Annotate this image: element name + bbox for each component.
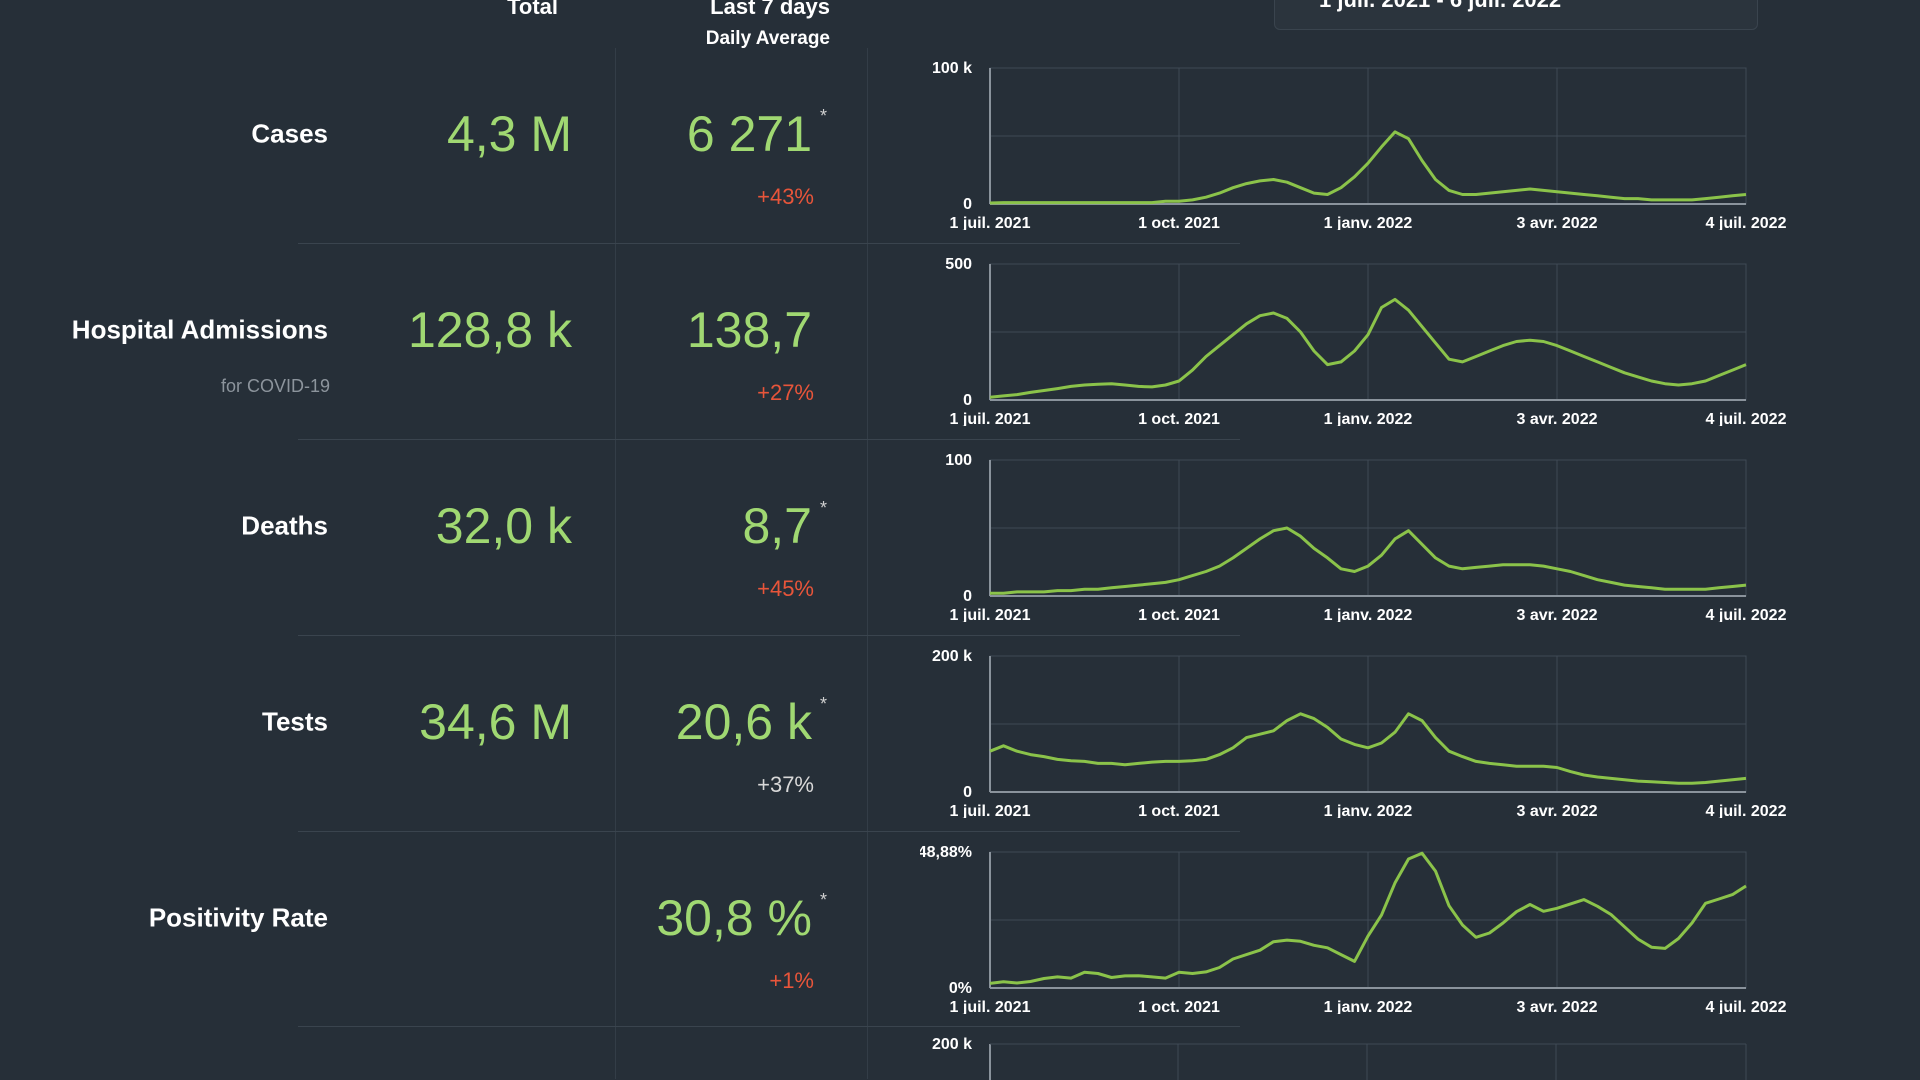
x-tick-label: 4 juil. 2022 [1706, 607, 1787, 622]
date-range-selector[interactable]: 1 juil. 2021 - 6 juil. 2022 [1274, 0, 1758, 30]
column-divider [615, 48, 616, 1079]
metric-row-cases: Cases 4,3 M 6 271 * +43% 1 juil. 2021 1 o… [0, 20, 1920, 230]
y-axis-min-label: 0 [963, 196, 972, 213]
metric-total: 34,6 M [419, 694, 572, 750]
x-tick-label: 1 juil. 2021 [950, 215, 1031, 230]
metric-total: 128,8 k [407, 302, 572, 358]
x-tick-label: 1 oct. 2021 [1138, 411, 1220, 426]
x-tick-label: 3 avr. 2022 [1517, 411, 1598, 426]
metric-label: Cases [251, 118, 328, 149]
x-tick-label: 3 avr. 2022 [1517, 607, 1598, 622]
x-tick-label: 1 oct. 2021 [1138, 803, 1220, 818]
x-tick-label: 1 juil. 2021 [950, 803, 1031, 818]
trend-line [990, 526, 1747, 595]
chart-grid [989, 655, 1747, 793]
x-tick-label: 1 oct. 2021 [1138, 607, 1220, 622]
metric-change: +27% [757, 380, 814, 405]
x-tick-label: 3 avr. 2022 [1517, 215, 1598, 230]
y-axis-max-label: 200 k [932, 1036, 972, 1053]
row-divider [298, 439, 1240, 440]
metric-total: 32,0 k [435, 498, 572, 554]
metric-daily-average: 6 271 [686, 106, 812, 162]
partial-trend-chart: 200 k [932, 1036, 1747, 1080]
chart-grid [989, 851, 1747, 989]
metric-sublabel: for COVID-19 [220, 376, 330, 396]
trend-line [989, 297, 1747, 399]
x-tick-label: 1 janv. 2022 [1324, 999, 1413, 1014]
metric-total: 4,3 M [446, 106, 572, 162]
x-tick-label: 4 juil. 2022 [1706, 803, 1787, 818]
row-divider [298, 831, 1240, 832]
footnote-marker: * [820, 694, 828, 714]
trend-chart[interactable]: 1 juil. 2021 1 oct. 2021 1 janv. 2022 3 avr… [920, 412, 1800, 622]
x-tick-label: 1 janv. 2022 [1324, 215, 1413, 230]
column-header-daily-average: Daily Average [705, 28, 830, 49]
metric-label: Hospital Admissions [71, 314, 328, 345]
x-tick-label: 1 janv. 2022 [1324, 411, 1413, 426]
y-axis-max-label: 200 k [932, 648, 972, 665]
y-axis-max-label: 500 [945, 256, 972, 273]
metric-row-positivity-rate: Positivity Rate 30,8 % * +1% 1 juil. 202… [0, 804, 1920, 1014]
x-tick-label: 1 oct. 2021 [1138, 215, 1220, 230]
y-axis-min-label: 0 [963, 392, 972, 409]
column-header-last-7-days: Last 7 days [710, 0, 830, 19]
y-axis-min-label: 0 [963, 784, 972, 801]
metric-label: Tests [262, 706, 328, 737]
y-axis-min-label: 0% [949, 980, 972, 997]
date-range-text: 1 juil. 2021 - 6 juil. 2022 [1319, 0, 1561, 13]
footnote-marker: * [820, 890, 828, 910]
trend-line [989, 130, 1747, 205]
metric-label: Positivity Rate [148, 902, 328, 933]
metric-change: +1% [769, 968, 814, 993]
x-tick-label: 1 oct. 2021 [1138, 999, 1220, 1014]
x-tick-label: 1 juil. 2021 [950, 411, 1031, 426]
trend-chart[interactable]: 1 juil. 2021 1 oct. 2021 1 janv. 2022 3 avr… [920, 20, 1800, 230]
row-divider [298, 243, 1240, 244]
x-tick-label: 1 juil. 2021 [950, 999, 1031, 1014]
metric-change: +37% [757, 772, 814, 797]
trend-chart[interactable]: 1 juil. 2021 1 oct. 2021 1 janv. 2022 3 avr… [920, 216, 1800, 426]
footnote-marker: * [820, 498, 828, 518]
x-tick-label: 1 janv. 2022 [1324, 803, 1413, 818]
metric-daily-average: 138,7 [686, 302, 812, 358]
chart-grid [989, 459, 1747, 597]
x-tick-label: 1 janv. 2022 [1324, 607, 1413, 622]
y-axis-max-label: 100 [945, 452, 972, 469]
row-divider [298, 635, 1240, 636]
x-tick-label: 3 avr. 2022 [1517, 803, 1598, 818]
footnote-marker: * [820, 106, 828, 126]
x-tick-label: 4 juil. 2022 [1706, 999, 1787, 1014]
metric-daily-average: 30,8 % [656, 890, 812, 946]
metric-daily-average: 20,6 k [675, 694, 812, 750]
trend-chart[interactable]: 1 juil. 2021 1 oct. 2021 1 janv. 2022 3 avr… [920, 608, 1800, 818]
metric-label: Deaths [241, 510, 328, 541]
x-tick-label: 4 juil. 2022 [1706, 215, 1787, 230]
column-header-total: Total [507, 0, 558, 19]
trend-line [989, 712, 1747, 785]
metric-change: +43% [757, 184, 814, 209]
trend-chart[interactable]: 1 juil. 2021 1 oct. 2021 1 janv. 2022 3 avr… [920, 804, 1800, 1014]
metric-change: +45% [757, 576, 814, 601]
x-tick-label: 1 juil. 2021 [950, 607, 1031, 622]
x-tick-label: 3 avr. 2022 [1517, 999, 1598, 1014]
metric-row-deaths: Deaths 32,0 k 8,7 * +45% 1 juil. 2021 1 o… [0, 412, 1920, 622]
metric-daily-average: 8,7 [742, 498, 812, 554]
column-divider [867, 48, 868, 1079]
metric-row-hospital-admissions: Hospital Admissions for COVID-19 128,8 k… [0, 216, 1920, 426]
metric-row-tests: Tests 34,6 M 20,6 k * +37% 1 juil. 2021 1… [0, 608, 1920, 818]
y-axis-max-label: 100 k [932, 60, 972, 77]
row-divider [298, 1026, 1240, 1027]
trend-line [989, 851, 1747, 985]
y-axis-max-label: 48,88% [920, 844, 972, 861]
chart-grid [989, 67, 1747, 205]
y-axis-min-label: 0 [963, 588, 972, 605]
x-tick-label: 4 juil. 2022 [1706, 411, 1787, 426]
